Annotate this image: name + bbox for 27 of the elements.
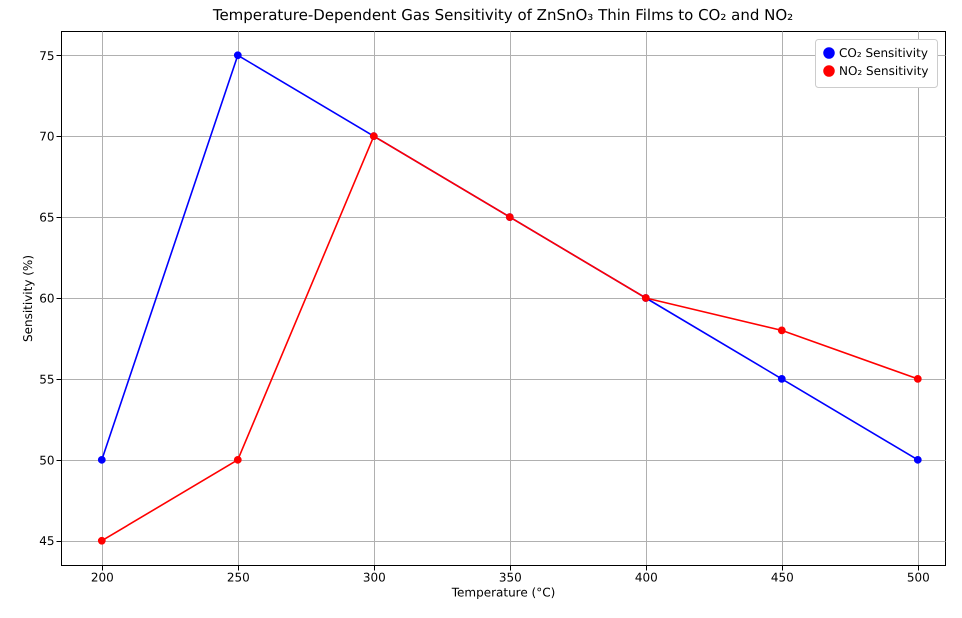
x-axis-title: Temperature (°C) xyxy=(450,586,556,600)
point xyxy=(234,51,242,60)
y-tick-label: 60 xyxy=(39,292,54,306)
point xyxy=(914,456,922,464)
y-tick-label: 45 xyxy=(39,534,54,548)
x-tick-label: 400 xyxy=(634,570,658,584)
y-axis-title: Sensitivity (%) xyxy=(21,254,36,342)
x-tick-label: 250 xyxy=(226,570,250,584)
y-tick-label: 55 xyxy=(39,372,54,386)
x-tick-label: 300 xyxy=(362,570,386,584)
legend-label: NO₂ Sensitivity xyxy=(839,64,929,78)
legend-label: CO₂ Sensitivity xyxy=(839,46,928,60)
point xyxy=(778,326,786,334)
point xyxy=(914,375,922,383)
point xyxy=(98,536,106,545)
point xyxy=(778,375,786,383)
x-tick-label: 350 xyxy=(498,570,522,584)
x-tick-label: 450 xyxy=(770,570,794,584)
x-tick-label: 500 xyxy=(906,570,930,584)
point xyxy=(98,456,106,464)
y-tick-label: 65 xyxy=(39,210,54,225)
y-tick-label: 70 xyxy=(39,130,54,144)
x-tick-label: 200 xyxy=(90,570,114,584)
point xyxy=(234,456,242,464)
y-tick-label: 50 xyxy=(39,453,54,468)
chart-title: Temperature-Dependent Gas Sensitivity of ZnSnO₃ Thin Films to CO₂ and NO₂ xyxy=(212,6,794,24)
y-tick-label: 75 xyxy=(39,48,54,63)
